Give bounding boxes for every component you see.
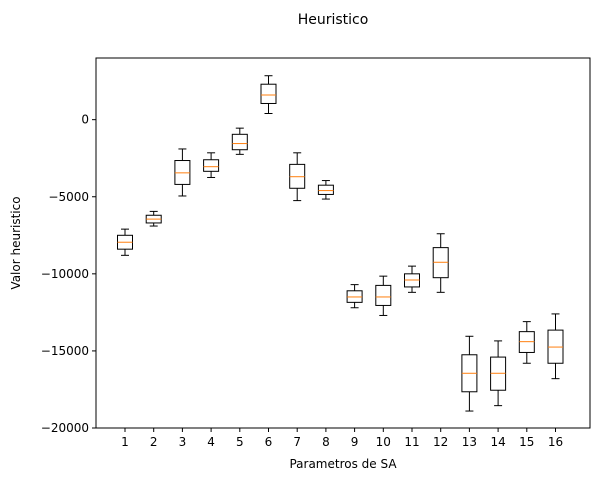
x-tick-label: 2 [150, 435, 158, 449]
x-tick-label: 11 [404, 435, 419, 449]
x-axis: 1 2 3 4 5 6 7 8 9 10 11 12 13 14 15 16 [121, 428, 563, 449]
x-tick-label: 10 [376, 435, 391, 449]
y-tick-label: −20000 [41, 421, 89, 435]
box-5 [231, 127, 248, 155]
y-axis-label: Valor heuristico [9, 196, 23, 289]
x-tick-label: 9 [351, 435, 359, 449]
box-series [117, 75, 564, 412]
box-iqr [375, 284, 392, 306]
box-8 [317, 180, 334, 200]
y-tick-label: 0 [81, 113, 89, 127]
plot-frame [95, 57, 591, 429]
box-11 [404, 265, 420, 293]
x-tick-label: 5 [236, 435, 244, 449]
box-13 [461, 335, 478, 412]
x-tick-label: 15 [519, 435, 534, 449]
box-2 [145, 210, 162, 227]
x-tick-label: 7 [293, 435, 301, 449]
x-tick-label: 6 [265, 435, 273, 449]
x-tick-label: 13 [462, 435, 477, 449]
x-tick-label: 16 [548, 435, 563, 449]
y-tick-label: −15000 [41, 344, 89, 358]
box-4 [203, 152, 220, 178]
box-12 [432, 233, 449, 293]
box-iqr [203, 159, 220, 172]
box-10 [375, 275, 392, 316]
box-16 [547, 313, 564, 380]
box-6 [260, 75, 277, 114]
x-tick-label: 14 [490, 435, 505, 449]
y-tick-label: −5000 [48, 190, 89, 204]
box-9 [346, 284, 363, 309]
y-tick-label: −10000 [41, 267, 89, 281]
x-tick-label: 8 [322, 435, 330, 449]
x-tick-label: 12 [433, 435, 448, 449]
box-iqr [231, 133, 248, 151]
chart-title: Heuristico [298, 12, 369, 28]
box-15 [518, 321, 535, 364]
y-axis: 0 −5000 −10000 −15000 −20000 [41, 113, 96, 435]
box-14 [490, 340, 507, 407]
x-axis-label: Parametros de SA [289, 457, 397, 471]
box-1 [117, 228, 133, 256]
box-iqr [260, 83, 277, 104]
x-tick-label: 1 [121, 435, 129, 449]
box-iqr [317, 184, 334, 195]
x-tick-label: 3 [179, 435, 187, 449]
box-7 [289, 152, 306, 202]
x-tick-label: 4 [207, 435, 215, 449]
box-3 [174, 148, 191, 197]
